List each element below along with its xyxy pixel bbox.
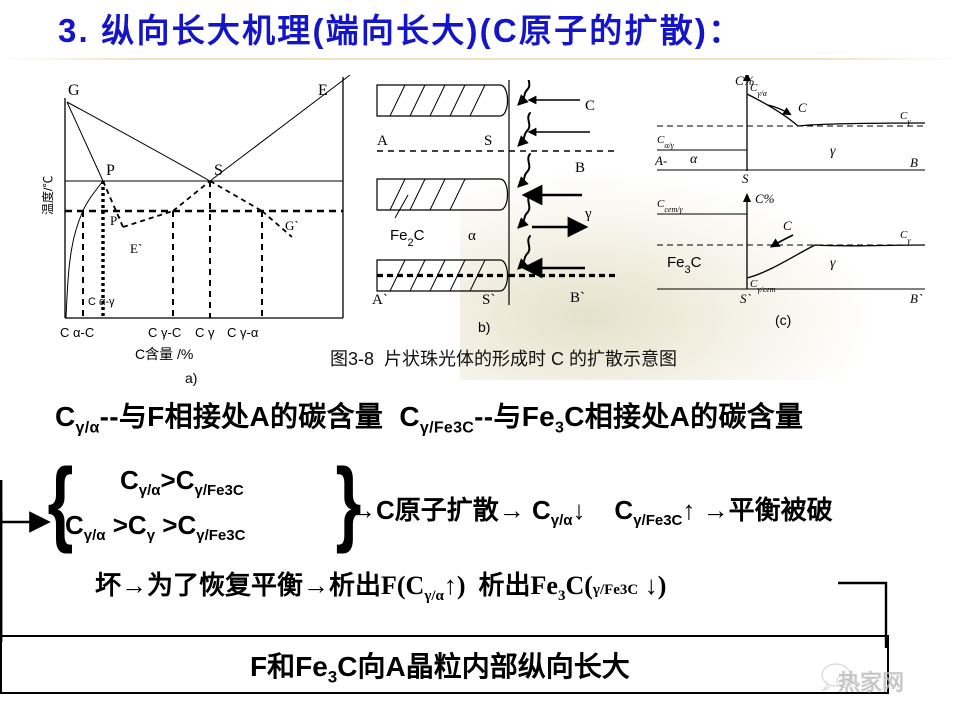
svg-text:P: P — [106, 162, 115, 179]
svg-text:G`: G` — [285, 218, 299, 233]
svg-text:S: S — [214, 162, 223, 179]
svg-text:B`: B` — [910, 291, 923, 306]
svg-text:S: S — [484, 133, 492, 149]
svg-text:α: α — [690, 152, 698, 167]
svg-text:A: A — [377, 133, 388, 149]
svg-text:α: α — [468, 228, 476, 244]
svg-text:C: C — [783, 218, 792, 233]
svg-text:温度/℃: 温度/℃ — [40, 176, 55, 215]
svg-text:Cγ/α: Cγ/α — [750, 82, 768, 98]
svg-text:Cα/γ: Cα/γ — [657, 134, 675, 150]
svg-text:C γ: C γ — [195, 325, 215, 340]
svg-text:E: E — [318, 82, 328, 99]
svg-text:C γ-C: C γ-C — [148, 325, 181, 340]
svg-text:S`: S` — [740, 291, 752, 306]
svg-text:Fe3C: Fe3C — [667, 254, 702, 276]
svg-text:Cγ: Cγ — [900, 229, 911, 245]
svg-text:C α-C: C α-C — [60, 325, 94, 340]
svg-text:A`: A` — [372, 292, 388, 308]
svg-text:A-: A- — [655, 153, 667, 168]
svg-text:C: C — [585, 98, 595, 114]
svg-text:C%: C% — [755, 191, 775, 206]
svg-text:Cγ/cem: Cγ/cem — [750, 278, 776, 294]
svg-text:b): b) — [478, 319, 490, 335]
svg-text:C γ-α: C γ-α — [227, 325, 259, 340]
svg-text:γ: γ — [830, 144, 836, 159]
svg-text:G: G — [68, 82, 80, 99]
svg-text:B`: B` — [570, 290, 585, 306]
svg-text:γ: γ — [830, 256, 836, 271]
svg-text:P`: P` — [110, 213, 122, 228]
svg-text:B: B — [910, 155, 918, 170]
svg-text:C: C — [798, 100, 807, 115]
svg-text:S`: S` — [482, 292, 495, 308]
svg-text:Ccem/γ: Ccem/γ — [657, 198, 683, 214]
svg-text:a): a) — [185, 370, 197, 386]
svg-text:γ: γ — [584, 206, 592, 222]
svg-text:S: S — [742, 171, 749, 186]
svg-text:B: B — [575, 160, 585, 176]
svg-text:Fe2C: Fe2C — [390, 227, 425, 249]
svg-text:C含量 /%: C含量 /% — [135, 346, 193, 362]
svg-text:E`: E` — [130, 241, 142, 256]
svg-text:(c): (c) — [775, 312, 791, 328]
svg-text:C α-γ: C α-γ — [88, 296, 115, 308]
